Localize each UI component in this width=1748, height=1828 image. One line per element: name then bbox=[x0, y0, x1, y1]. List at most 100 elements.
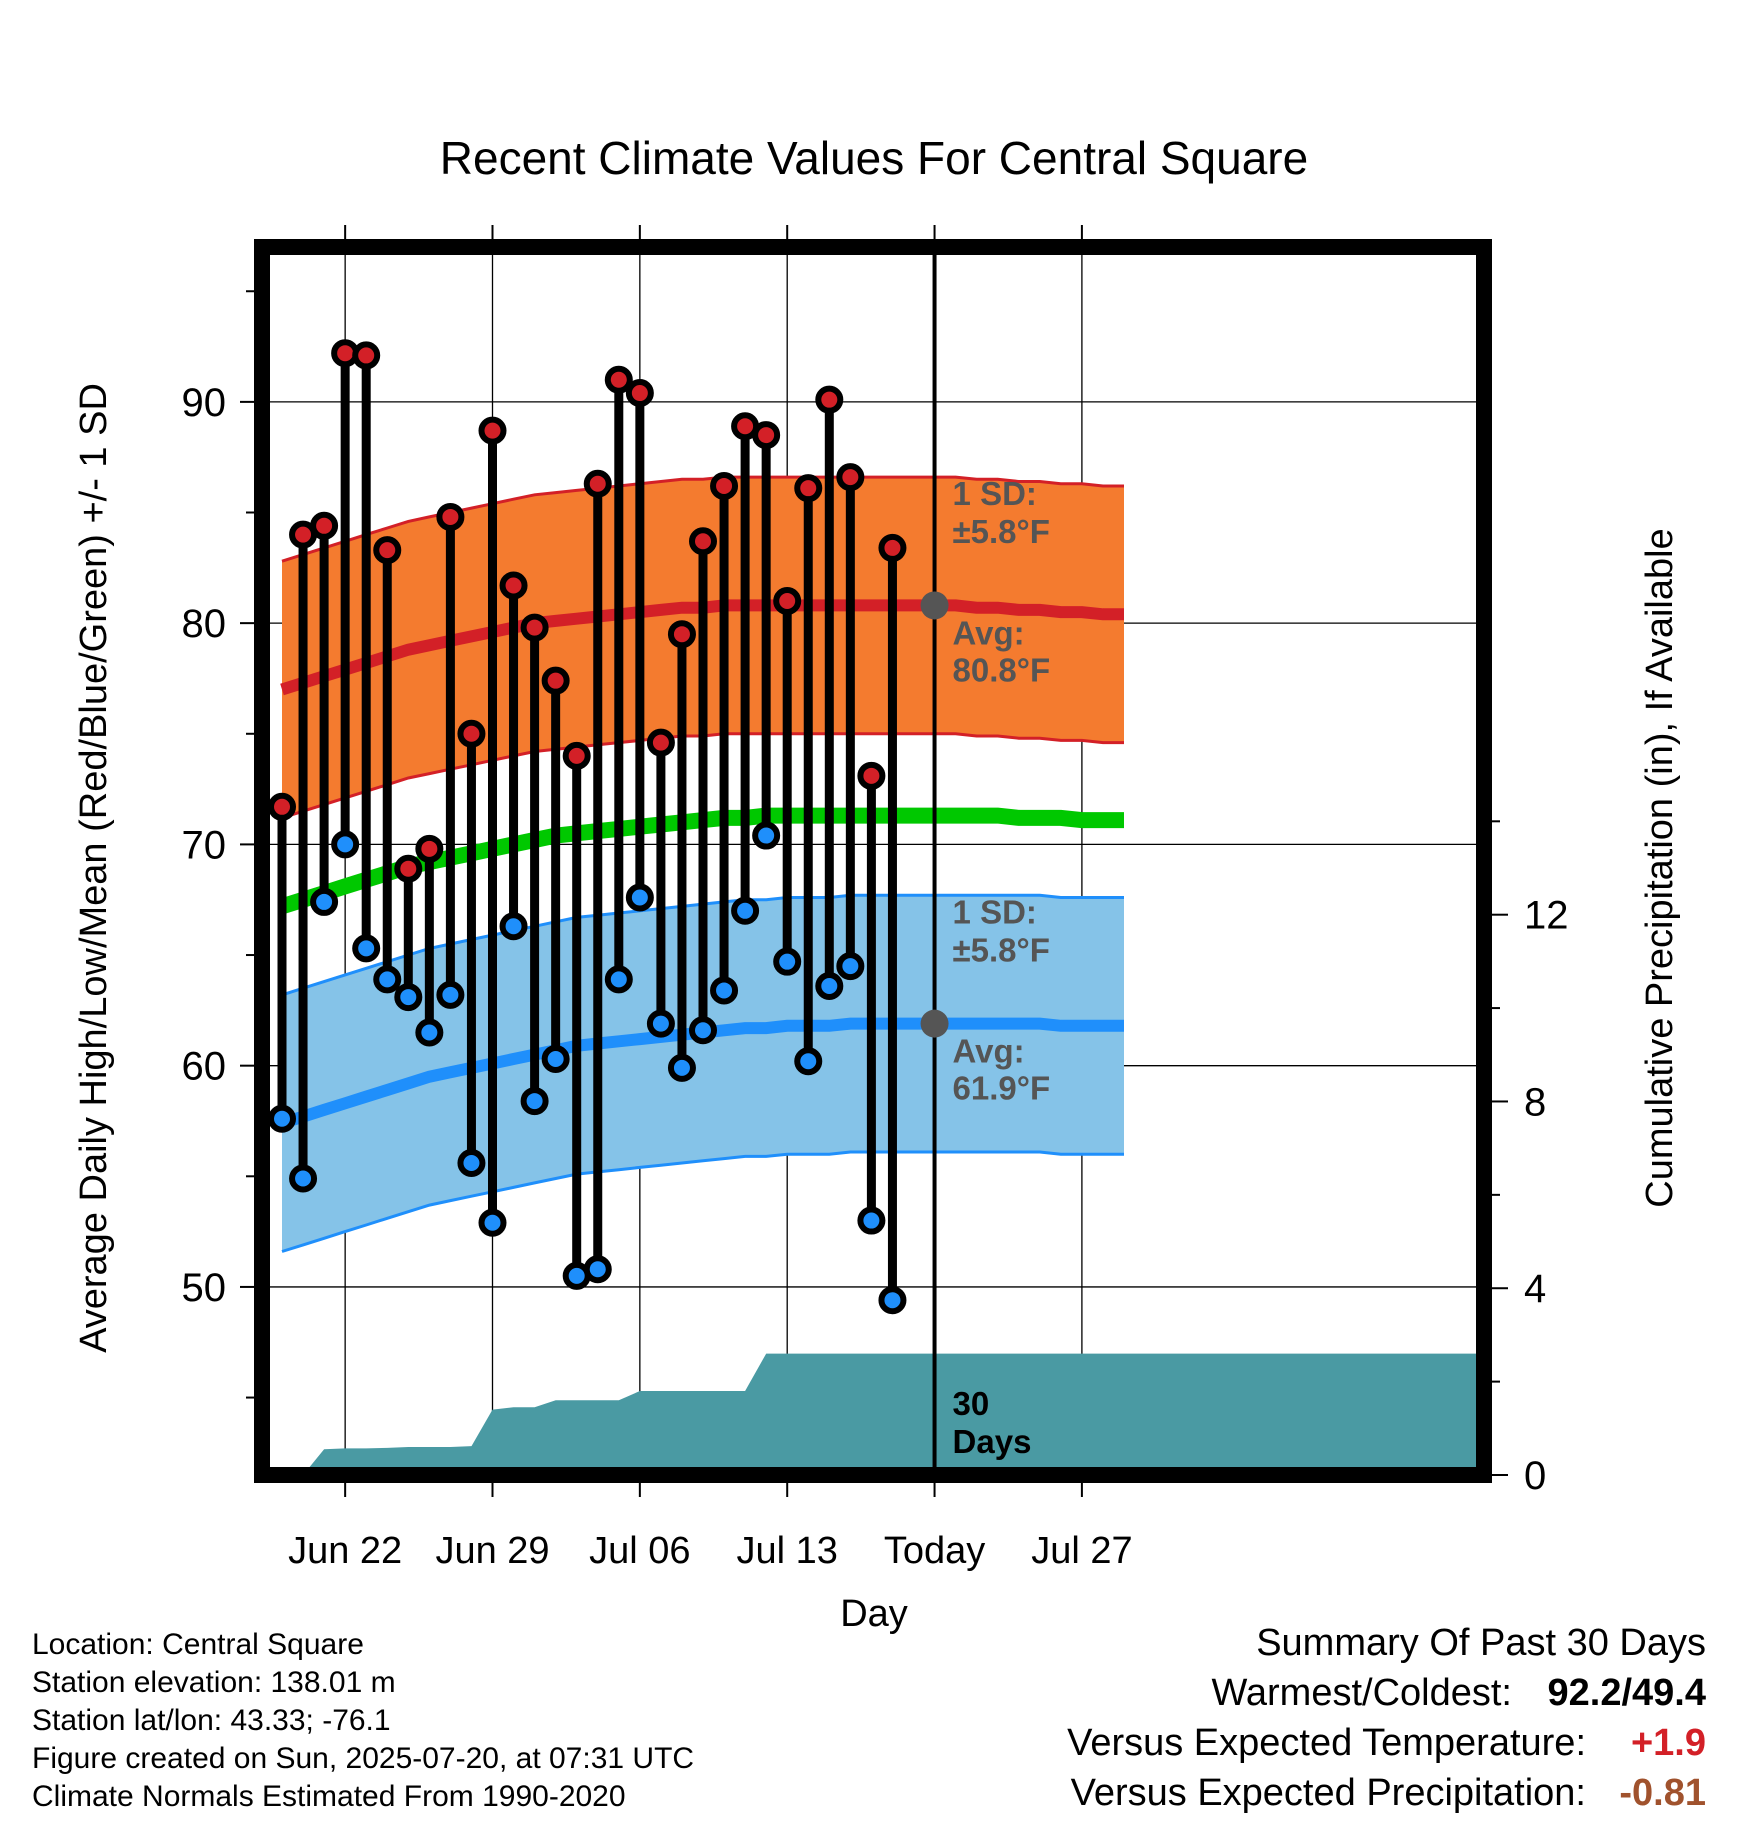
x-tick-label: Today bbox=[884, 1530, 985, 1572]
obs-low-point bbox=[373, 965, 402, 994]
obs-low-point bbox=[520, 1087, 549, 1116]
obs-high-point bbox=[667, 620, 696, 649]
info-latlon: Station lat/lon: 43.33; -76.1 bbox=[32, 1704, 391, 1737]
obs-high-point bbox=[794, 474, 823, 503]
obs-high-point bbox=[478, 416, 507, 445]
summary-precip-label: Versus Expected Precipitation: bbox=[1070, 1772, 1586, 1814]
obs-low-point bbox=[268, 1104, 296, 1133]
obs-low-point bbox=[710, 976, 739, 1005]
y-tick-label: 80 bbox=[182, 602, 227, 646]
obs-low-point bbox=[794, 1047, 823, 1076]
obs-high-point bbox=[625, 379, 654, 408]
obs-low-point bbox=[625, 883, 654, 912]
y2-axis-label: Cumulative Precipitation (in), If Availa… bbox=[1639, 528, 1681, 1207]
obs-low-point bbox=[857, 1206, 886, 1235]
obs-low-point bbox=[331, 830, 360, 859]
obs-high-point bbox=[689, 527, 717, 556]
obs-high-point bbox=[457, 719, 486, 748]
obs-high-point bbox=[836, 463, 865, 492]
x-tick-label: Jun 29 bbox=[435, 1530, 549, 1572]
precip-area bbox=[282, 1353, 1484, 1475]
obs-high-point bbox=[310, 511, 339, 540]
obs-high-point bbox=[646, 728, 675, 757]
obs-high-point bbox=[373, 536, 402, 565]
summary-warm-cold-value: 92.2/49.4 bbox=[1547, 1672, 1706, 1714]
x-tick-label: Jul 06 bbox=[589, 1530, 690, 1572]
days-word: Days bbox=[953, 1423, 1032, 1460]
y2-tick-label: 0 bbox=[1524, 1454, 1546, 1498]
obs-high-point bbox=[415, 834, 444, 863]
obs-low-point bbox=[457, 1149, 486, 1178]
obs-low-point bbox=[478, 1208, 507, 1237]
summary-temp-value: +1.9 bbox=[1630, 1722, 1706, 1764]
info-location: Location: Central Square bbox=[32, 1628, 364, 1661]
obs-low-point bbox=[731, 896, 760, 925]
obs-low-point bbox=[541, 1045, 570, 1074]
obs-high-point bbox=[604, 365, 633, 394]
info-created: Figure created on Sun, 2025-07-20, at 07… bbox=[32, 1742, 695, 1775]
summary-warm-cold-label: Warmest/Coldest: bbox=[1211, 1672, 1512, 1714]
obs-high-point bbox=[268, 792, 296, 821]
obs-high-point bbox=[436, 502, 465, 531]
obs-low-point bbox=[352, 934, 381, 963]
obs-low-point bbox=[836, 952, 865, 981]
obs-low-point bbox=[815, 972, 844, 1001]
high-sd-label: 1 SD: bbox=[953, 475, 1037, 512]
summary-precip-row: Versus Expected Precipitation: -0.81 bbox=[1067, 1768, 1706, 1818]
y-tick-label: 60 bbox=[182, 1045, 227, 1089]
obs-high-point bbox=[520, 613, 549, 642]
obs-low-point bbox=[289, 1164, 318, 1193]
obs-low-point bbox=[310, 887, 339, 916]
obs-low-point bbox=[878, 1286, 907, 1315]
plot-frame bbox=[254, 239, 1492, 1483]
summary-panel: Summary Of Past 30 Days Warmest/Coldest:… bbox=[1067, 1618, 1706, 1818]
obs-low-point bbox=[499, 912, 528, 941]
high-avg-label: Avg: bbox=[953, 614, 1025, 651]
obs-high-point bbox=[857, 761, 886, 790]
obs-low-point bbox=[415, 1018, 444, 1047]
y2-tick-label: 8 bbox=[1524, 1080, 1546, 1124]
obs-high-point bbox=[773, 587, 802, 616]
high-sd-value: ±5.8°F bbox=[953, 513, 1050, 550]
low-sd-value: ±5.8°F bbox=[953, 931, 1050, 968]
high-avg-value: 80.8°F bbox=[953, 651, 1051, 688]
info-normals: Climate Normals Estimated From 1990-2020 bbox=[32, 1780, 626, 1813]
chart-title: Recent Climate Values For Central Square bbox=[440, 132, 1308, 184]
x-tick-label: Jun 22 bbox=[288, 1530, 402, 1572]
obs-low-point bbox=[436, 980, 465, 1009]
avg-high-marker bbox=[920, 591, 949, 620]
obs-high-point bbox=[541, 666, 570, 695]
obs-high-point bbox=[562, 741, 591, 770]
y-axis-label: Average Daily High/Low/Mean (Red/Blue/Gr… bbox=[73, 383, 115, 1353]
obs-high-point bbox=[499, 571, 528, 600]
y-tick-label: 70 bbox=[182, 823, 227, 867]
summary-temp-label: Versus Expected Temperature: bbox=[1067, 1722, 1586, 1764]
high-sd-band-upper-edge bbox=[281, 475, 1124, 563]
y-tick-label: 90 bbox=[182, 381, 227, 425]
summary-warm-cold-row: Warmest/Coldest: 92.2/49.4 bbox=[1067, 1668, 1706, 1718]
obs-low-point bbox=[646, 1009, 675, 1038]
avg-low-marker bbox=[920, 1009, 949, 1038]
x-axis-label: Day bbox=[840, 1593, 908, 1635]
summary-temp-row: Versus Expected Temperature: +1.9 bbox=[1067, 1718, 1706, 1768]
obs-low-point bbox=[773, 947, 802, 976]
obs-low-point bbox=[689, 1016, 717, 1045]
obs-high-point bbox=[815, 385, 844, 414]
obs-high-point bbox=[878, 533, 907, 562]
obs-low-point bbox=[604, 965, 633, 994]
low-sd-label: 1 SD: bbox=[953, 893, 1037, 930]
obs-high-point bbox=[710, 471, 739, 500]
y2-tick-label: 12 bbox=[1524, 894, 1569, 938]
obs-low-point bbox=[394, 983, 423, 1012]
obs-high-point bbox=[752, 421, 781, 450]
days-number: 30 bbox=[953, 1385, 990, 1422]
summary-precip-value: -0.81 bbox=[1619, 1772, 1706, 1814]
low-sd-band-lower-edge bbox=[281, 1150, 1124, 1253]
x-tick-label: Jul 27 bbox=[1031, 1530, 1132, 1572]
info-elevation: Station elevation: 138.01 m bbox=[32, 1666, 396, 1699]
x-tick-label: Jul 13 bbox=[736, 1530, 837, 1572]
low-avg-value: 61.9°F bbox=[953, 1070, 1051, 1107]
observations bbox=[268, 339, 907, 1315]
